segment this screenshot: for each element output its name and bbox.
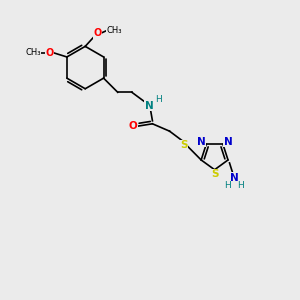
Text: N: N — [230, 172, 239, 183]
Text: O: O — [45, 47, 53, 58]
Text: N: N — [224, 137, 233, 147]
Text: H: H — [224, 182, 230, 190]
Text: H: H — [238, 182, 244, 190]
Text: O: O — [94, 28, 102, 38]
Text: CH₃: CH₃ — [25, 48, 41, 57]
Text: S: S — [211, 169, 218, 179]
Text: O: O — [129, 121, 138, 131]
Text: S: S — [180, 140, 188, 150]
Text: CH₃: CH₃ — [106, 26, 122, 35]
Text: H: H — [155, 94, 162, 103]
Text: N: N — [145, 100, 153, 110]
Text: N: N — [196, 137, 206, 147]
